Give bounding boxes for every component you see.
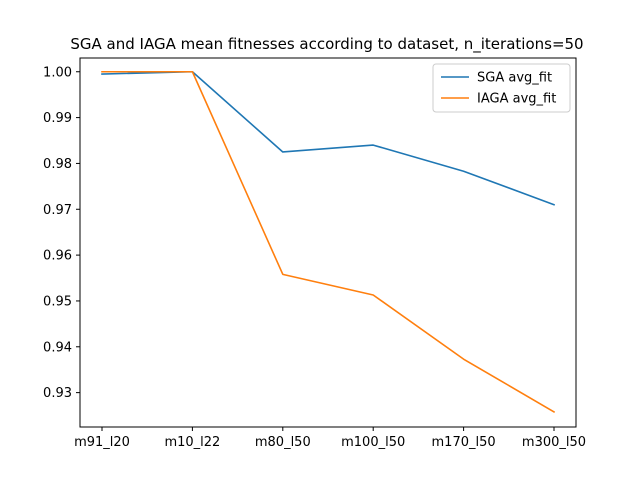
legend-box	[432, 63, 571, 113]
legend: SGA avg_fit IAGA avg_fit	[432, 63, 571, 113]
y-tick-label: 0.97	[43, 203, 72, 218]
plot-area	[79, 57, 577, 428]
y-tick-label: 0.96	[43, 249, 72, 264]
x-tick-label: m170_l50	[432, 435, 496, 450]
x-tick-label: m80_l50	[255, 435, 311, 450]
y-tick-label: 0.95	[43, 294, 72, 309]
y-tick-label: 0.98	[43, 157, 72, 172]
chart-title: SGA and IAGA mean fitnesses according to…	[70, 35, 583, 54]
y-tick-label: 1.00	[43, 65, 72, 80]
x-tick-label: m10_l22	[164, 435, 220, 450]
legend-label: SGA avg_fit	[477, 71, 552, 86]
series-layer	[101, 70, 556, 413]
legend-label: IAGA avg_fit	[477, 92, 556, 107]
y-tick-label: 0.99	[43, 111, 72, 126]
y-tick-label: 0.94	[43, 340, 72, 355]
x-tick-label: m100_l50	[341, 435, 405, 450]
axes-frame	[79, 57, 577, 428]
x-axis: m91_l20 m10_l22 m80_l50 m100_l50 m170_l50 m30…	[74, 427, 586, 450]
x-tick-label: m300_l50	[522, 435, 586, 450]
series-line-iaga	[101, 70, 556, 413]
y-tick-label: 0.93	[43, 386, 72, 401]
y-axis: 0.93 0.94 0.95 0.96 0.97 0.98 0.99 1.00	[43, 65, 80, 401]
x-tick-label: m91_l20	[74, 435, 130, 450]
